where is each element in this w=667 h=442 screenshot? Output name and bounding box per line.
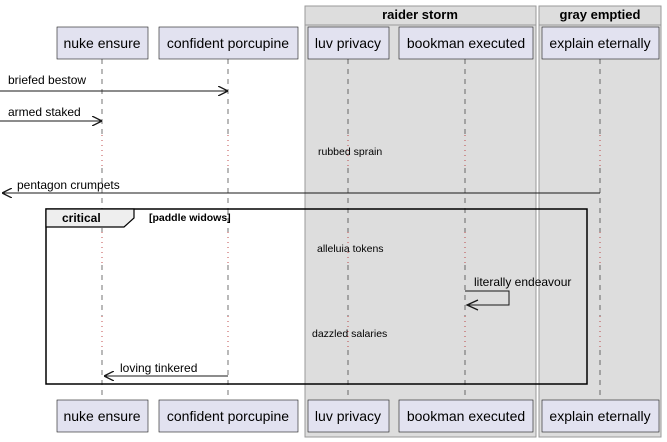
participant-label: bookman executed (407, 35, 525, 51)
participant-nuke-ensure-top[interactable]: nuke ensure (56, 26, 149, 60)
participant-confident-porcupine-top[interactable]: confident porcupine (158, 26, 299, 60)
message-label: armed staked (8, 105, 81, 119)
message-label: literally endeavour (474, 275, 571, 289)
participant-label: confident porcupine (167, 408, 289, 424)
divider-label: alleluia tokens (317, 243, 384, 255)
divider-alleluia-tokens: alleluia tokens (317, 243, 384, 255)
participant-label: explain eternally (549, 35, 650, 51)
box-raider-storm: raider storm (304, 5, 537, 438)
participant-label: confident porcupine (167, 35, 289, 51)
message-armed-staked[interactable]: armed staked (0, 105, 102, 121)
participant-luv-privacy-bottom[interactable]: luv privacy (307, 399, 390, 433)
participant-bookman-executed-bottom[interactable]: bookman executed (398, 399, 534, 433)
message-pentagon-crumpets[interactable]: pentagon crumpets (2, 178, 600, 193)
lifelines (101, 59, 601, 400)
participant-label: luv privacy (315, 35, 381, 51)
divider-label: rubbed sprain (318, 146, 382, 158)
box-title-raider-storm: raider storm (382, 7, 458, 22)
participant-luv-privacy-top[interactable]: luv privacy (307, 26, 390, 60)
message-loving-tinkered[interactable]: loving tinkered (104, 361, 228, 376)
fragment-critical: critical [paddle widows] (45, 208, 588, 385)
participant-label: nuke ensure (63, 408, 140, 424)
divider-label: dazzled salaries (312, 328, 387, 340)
participant-explain-eternally-top[interactable]: explain eternally (541, 26, 660, 60)
lifeline-gaps (101, 135, 601, 350)
message-briefed-bestow[interactable]: briefed bestow (0, 73, 228, 91)
participant-confident-porcupine-bottom[interactable]: confident porcupine (158, 399, 299, 433)
participant-label: explain eternally (549, 408, 650, 424)
participant-label: luv privacy (315, 408, 381, 424)
participant-label: bookman executed (407, 408, 525, 424)
box-title-gray-emptied: gray emptied (560, 7, 641, 22)
fragment-condition: [paddle widows] (149, 212, 231, 224)
participant-explain-eternally-bottom[interactable]: explain eternally (541, 399, 660, 433)
fragment-keyword: critical (62, 211, 101, 225)
message-label: loving tinkered (120, 361, 197, 375)
participant-nuke-ensure-bottom[interactable]: nuke ensure (56, 399, 149, 433)
participant-label: nuke ensure (63, 35, 140, 51)
divider-rubbed-sprain: rubbed sprain (318, 146, 382, 158)
message-literally-endeavour[interactable]: literally endeavour (465, 275, 571, 311)
participant-bookman-executed-top[interactable]: bookman executed (398, 26, 534, 60)
message-label: briefed bestow (8, 73, 86, 87)
divider-dazzled-salaries: dazzled salaries (312, 328, 387, 340)
message-label: pentagon crumpets (17, 178, 120, 192)
